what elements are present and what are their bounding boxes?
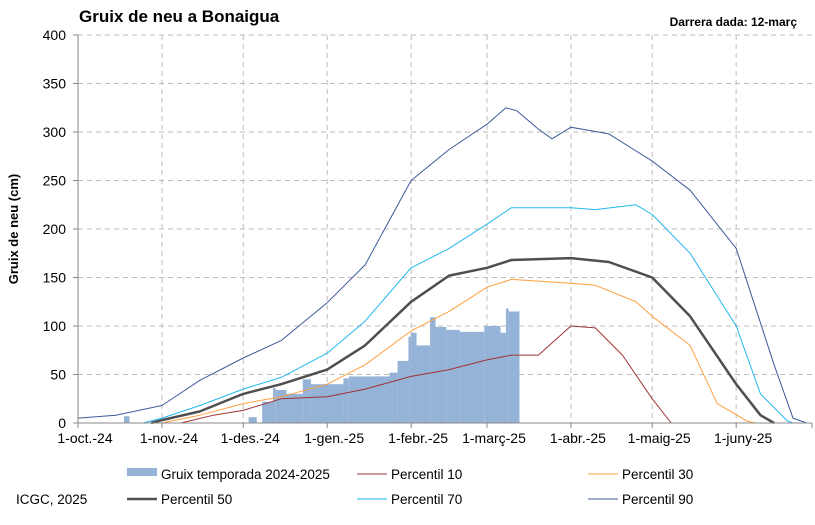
legend-label: Percentil 30 (622, 467, 693, 482)
line-percentil-90 (77, 107, 807, 424)
x-tick-label: 1-des.-24 (221, 430, 280, 446)
legend-label: Percentil 10 (391, 467, 462, 482)
legend: Gruix temporada 2024-2025 Percentil 10 Per… (127, 467, 693, 507)
line-percentil-70 (142, 204, 794, 424)
x-tick-label: 1-maig-25 (628, 430, 691, 446)
last-data-label: Darrera dada: 12-març (670, 15, 798, 29)
snow-depth-bar (408, 336, 412, 423)
snow-depth-bar (508, 311, 520, 423)
snow-depth-bar (500, 332, 506, 423)
y-tick-label: 150 (43, 270, 67, 286)
x-tick-label: 1-oct.-24 (57, 430, 112, 446)
y-tick-label: 0 (58, 415, 66, 431)
x-tick-label: 1-juny-25 (714, 430, 773, 446)
snow-depth-bar (124, 416, 130, 423)
bar-series (124, 308, 520, 423)
line-percentil-10 (180, 325, 672, 424)
x-tick-label: 1-març-25 (462, 430, 526, 446)
x-tick-label: 1-abr.-25 (550, 430, 606, 446)
snow-depth-bar (446, 329, 460, 423)
legend-swatch-bars (127, 468, 157, 476)
y-axis-title: Gruix de neu (cm) (6, 174, 21, 285)
snow-depth-bar (430, 317, 436, 423)
snow-depth-bar (302, 379, 311, 423)
gridlines (78, 34, 812, 423)
snow-depth-bar (505, 308, 509, 423)
snow-depth-bar (343, 378, 349, 423)
y-tick-label: 100 (43, 318, 67, 334)
snow-depth-bar (262, 401, 274, 423)
chart-title: Gruix de neu a Bonaigua (79, 7, 280, 26)
legend-label: Percentil 70 (391, 492, 462, 507)
snow-depth-bar (273, 388, 276, 423)
snow-depth-bar (459, 331, 485, 423)
y-tick-label: 200 (43, 221, 67, 237)
y-tick-label: 300 (43, 124, 67, 140)
snow-depth-bar (286, 393, 303, 423)
snow-depth-bar (397, 360, 409, 423)
credit: ICGC, 2025 (16, 492, 87, 507)
y-tick-label: 250 (43, 173, 67, 189)
snow-depth-bar (275, 390, 287, 423)
legend-label: Percentil 50 (161, 492, 232, 507)
snow-depth-bar (310, 384, 344, 423)
axes: 0 50 100 150 200 250 300 350 400 1-oct.-24 1-nov.-… (43, 27, 813, 446)
snow-depth-bar (389, 372, 398, 423)
legend-label: Percentil 90 (622, 492, 693, 507)
y-tick-label: 400 (43, 27, 67, 43)
line-percentil-30 (161, 278, 756, 424)
x-tick-label: 1-nov.-24 (140, 430, 198, 446)
snow-depth-bar (248, 417, 257, 423)
snow-depth-bar (435, 326, 447, 423)
line-series (77, 107, 807, 425)
snow-depth-bar (411, 332, 417, 423)
y-tick-label: 350 (43, 76, 67, 92)
snow-depth-bar (484, 326, 501, 423)
line-percentil-50 (150, 256, 775, 425)
y-tick-label: 50 (50, 367, 66, 383)
x-tick-label: 1-gen.-25 (304, 430, 364, 446)
snow-depth-bar (348, 376, 390, 423)
snow-depth-bar (416, 345, 431, 423)
x-tick-label: 1-febr.-25 (388, 430, 448, 446)
legend-label: Gruix temporada 2024-2025 (161, 467, 330, 482)
